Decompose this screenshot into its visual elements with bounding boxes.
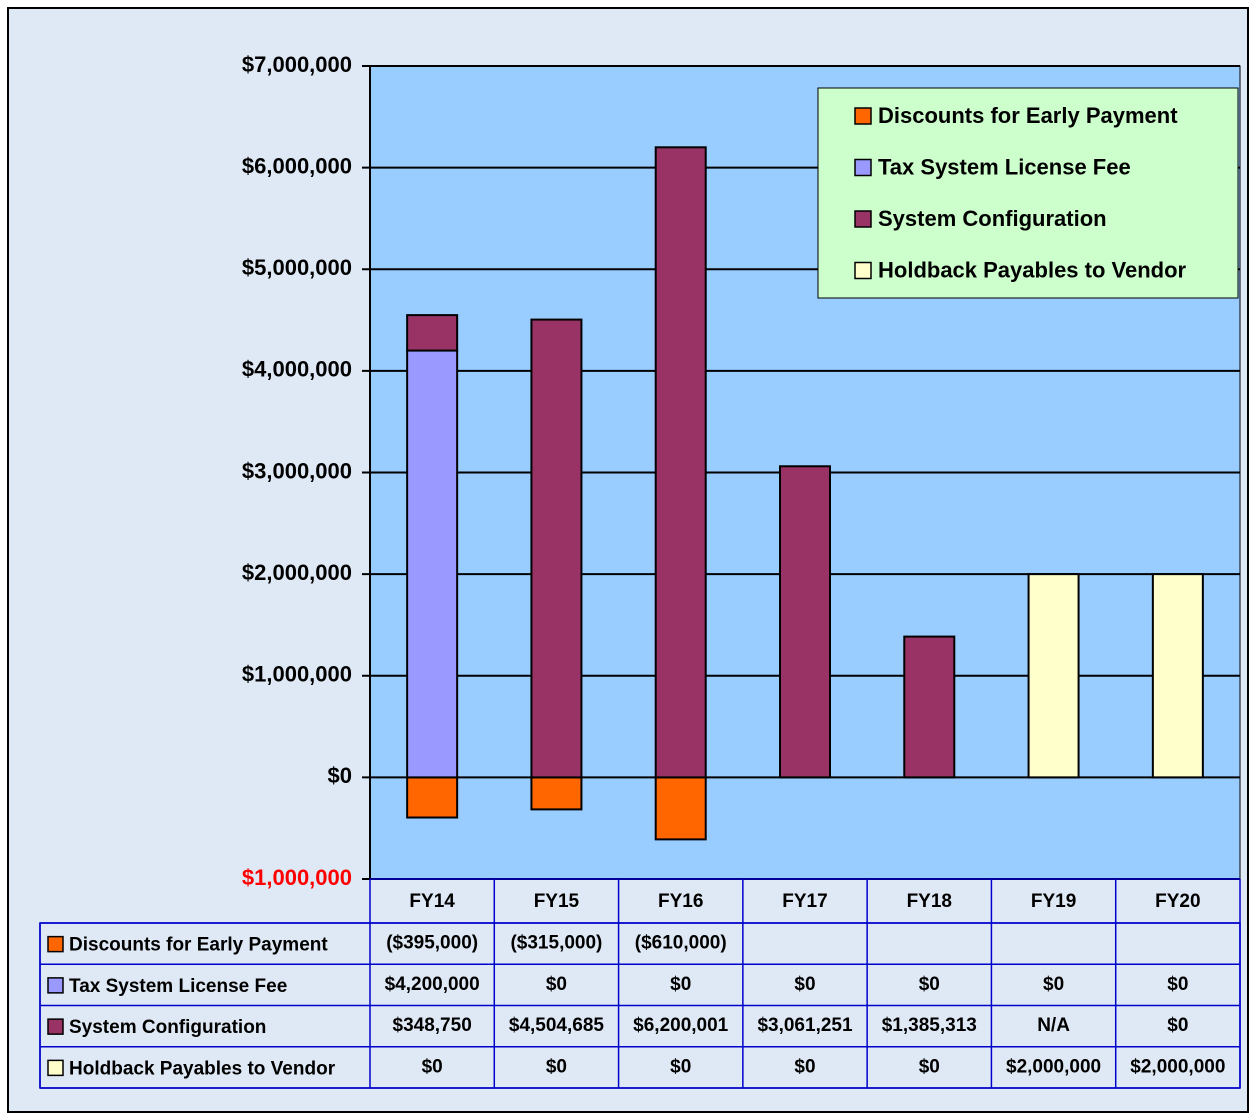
data-label: $0 [794, 1056, 815, 1077]
bar [1151, 573, 1204, 779]
data-label: $6,200,001 [633, 1015, 729, 1036]
legend-label: Tax System License Fee [878, 154, 1131, 179]
table-row-label: Discounts for Early Payment [69, 935, 328, 956]
bar [406, 349, 459, 779]
bar [406, 314, 459, 352]
data-label: $0 [1043, 974, 1064, 995]
data-label: $4,200,000 [385, 974, 480, 995]
legend-swatch [854, 158, 872, 177]
y-tick-label: $0 [328, 763, 352, 788]
legend-swatch [854, 107, 872, 125]
data-label: $348,750 [393, 1015, 472, 1036]
data-label: $0 [546, 1056, 567, 1077]
data-label: $2,000,000 [1130, 1056, 1225, 1077]
data-label: $4,504,685 [509, 1015, 605, 1036]
y-tick-label: $5,000,000 [242, 255, 352, 280]
data-label: $0 [1167, 974, 1188, 995]
y-tick-label: $1,000,000 [242, 865, 352, 890]
data-label: $3,061,251 [757, 1015, 853, 1036]
table-legend-swatch [47, 1018, 64, 1035]
data-label: $0 [919, 974, 940, 995]
data-label: $0 [919, 1056, 940, 1077]
data-label: ($610,000) [635, 933, 727, 954]
y-tick-label: $2,000,000 [242, 560, 352, 585]
data-label: $2,000,000 [1006, 1056, 1101, 1077]
legend-swatch [854, 261, 872, 280]
x-tick-label: FY18 [907, 891, 952, 912]
y-tick-label: $1,000,000 [242, 662, 352, 687]
table-row-label: System Configuration [69, 1017, 266, 1038]
legend-label: Holdback Payables to Vendor [878, 257, 1187, 282]
x-tick-label: FY17 [782, 891, 827, 912]
data-label: $1,385,313 [882, 1015, 977, 1036]
legend [817, 87, 1239, 299]
x-tick-label: FY16 [658, 891, 703, 912]
data-label: $0 [422, 1056, 443, 1077]
legend-swatch [854, 210, 872, 228]
y-tick-label: $7,000,000 [242, 52, 352, 77]
table-legend-swatch [47, 977, 64, 994]
data-label: ($315,000) [510, 933, 602, 954]
data-label: $0 [670, 974, 691, 995]
bar [779, 465, 831, 779]
x-tick-label: FY19 [1031, 891, 1076, 912]
legend-label: Discounts for Early Payment [878, 103, 1178, 128]
table-row-label: Tax System License Fee [69, 976, 287, 997]
bar [903, 635, 956, 779]
table-legend-swatch [47, 935, 64, 953]
bar [654, 146, 707, 779]
data-label: $0 [1167, 1015, 1188, 1036]
y-tick-label: $6,000,000 [242, 153, 352, 178]
table-row-label: Holdback Payables to Vendor [69, 1058, 336, 1079]
legend-label: System Configuration [878, 206, 1107, 231]
y-tick-label: $4,000,000 [242, 357, 352, 382]
x-tick-label: FY20 [1155, 891, 1200, 912]
data-label: N/A [1037, 1015, 1070, 1036]
data-label: $0 [546, 974, 567, 995]
data-label: $0 [670, 1056, 691, 1077]
table-legend-swatch [47, 1059, 64, 1077]
data-label: $0 [794, 974, 815, 995]
bar [406, 776, 459, 819]
bar [530, 776, 583, 811]
data-label: ($395,000) [386, 933, 478, 954]
y-tick-label: $3,000,000 [242, 458, 352, 483]
x-tick-label: FY14 [409, 891, 455, 912]
bar [1027, 573, 1080, 779]
bar [530, 318, 583, 779]
bar [654, 776, 707, 841]
x-tick-label: FY15 [534, 891, 580, 912]
